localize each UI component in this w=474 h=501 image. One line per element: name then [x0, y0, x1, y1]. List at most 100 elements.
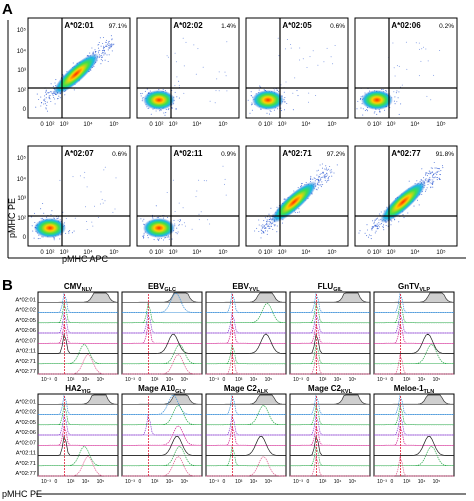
- histogram-curve: [374, 445, 454, 467]
- row-label: A*02:02: [15, 410, 36, 416]
- x-tick-label: 10⁻³: [209, 479, 219, 485]
- row-label: A*02:02: [15, 308, 36, 314]
- histogram-curve: [38, 323, 118, 344]
- plot-title: A*02:07: [64, 149, 94, 158]
- histogram-curve: [206, 333, 286, 354]
- x-tick-label: 10⁻³: [209, 377, 219, 383]
- x-tick-label: 10⁴: [192, 121, 202, 128]
- x-tick-label: 10⁵: [349, 479, 357, 485]
- x-tick-label: 10²: [155, 250, 164, 256]
- histogram-5: GnTVVLP 10⁻³ 0 10³ 10⁴ 10⁵: [373, 282, 455, 383]
- histogram-7: Mage A10GLY 10⁻³ 0 10³ 10⁴ 10⁵: [121, 384, 203, 485]
- histogram-curve: [122, 404, 202, 426]
- histogram-curve: [206, 436, 286, 456]
- histogram-curve: [122, 292, 202, 313]
- x-tick-label: 0: [307, 479, 310, 485]
- histogram-title: GnTVVLP: [398, 282, 430, 293]
- x-tick-label: 10³: [169, 122, 178, 128]
- histogram-curve: [290, 456, 370, 477]
- x-tick-label: 10⁵: [218, 121, 228, 128]
- x-tick-label: 10³: [60, 250, 69, 256]
- histogram-curve: [206, 292, 287, 303]
- x-tick-label: 10⁵: [436, 249, 446, 256]
- x-tick-label: 0: [40, 250, 44, 256]
- histogram-curve: [206, 323, 286, 344]
- x-tick-label: 10²: [373, 122, 382, 128]
- histogram-curve: [374, 394, 454, 415]
- x-tick-label: 10³: [235, 377, 243, 383]
- gate-percent: 91.8%: [436, 151, 455, 158]
- histogram-curve: [290, 445, 370, 467]
- histogram-curve: [374, 302, 454, 324]
- x-tick-label: 10⁵: [433, 377, 441, 383]
- x-tick-label: 10³: [403, 479, 411, 485]
- x-tick-label: 10³: [67, 479, 75, 485]
- x-tick-label: 10⁴: [192, 249, 202, 256]
- x-tick-label: 10⁻³: [41, 479, 51, 485]
- plot-title: A*02:06: [391, 21, 421, 30]
- x-tick-label: 10⁻³: [293, 377, 303, 383]
- histogram-curve: [290, 435, 370, 456]
- x-tick-label: 10⁴: [410, 121, 420, 128]
- x-tick-label: 10⁵: [327, 249, 337, 256]
- histogram-curve: [206, 456, 286, 477]
- row-label: A*02:07: [15, 338, 36, 344]
- histogram-title: Meloe-1TLN: [394, 384, 435, 395]
- x-tick-label: 10⁴: [418, 377, 426, 383]
- x-tick-label: 10⁵: [97, 377, 105, 383]
- histogram-title: EBVGLC: [148, 282, 176, 293]
- y-tick-label: 10⁵: [17, 155, 27, 162]
- x-tick-label: 10³: [319, 377, 327, 383]
- x-tick-label: 10⁵: [327, 121, 337, 128]
- histogram-curve: [122, 313, 202, 334]
- row-label: A*02:71: [15, 461, 36, 467]
- histogram-curve: [374, 313, 454, 334]
- histogram-curve: [374, 456, 454, 477]
- histogram-curve: [206, 394, 286, 415]
- histogram-curve: [38, 445, 118, 467]
- histogram-curve: [374, 343, 454, 365]
- histogram-curve: [374, 354, 454, 375]
- y-tick-label: 0: [23, 107, 27, 113]
- density-core: [143, 218, 175, 238]
- histogram-9: Mage C2KVL 10⁻³ 0 10³ 10⁴ 10⁵: [289, 384, 371, 485]
- y-tick-label: 0: [23, 235, 27, 241]
- x-tick-label: 10³: [387, 122, 396, 128]
- x-tick-label: 10³: [151, 377, 159, 383]
- row-label: A*02:06: [15, 430, 36, 436]
- x-tick-label: 10⁴: [301, 249, 311, 256]
- histogram-curve: [374, 404, 454, 426]
- x-tick-label: 0: [149, 122, 153, 128]
- histogram-curve: [374, 323, 454, 344]
- histogram-curve: [206, 313, 286, 334]
- histogram-curve: [290, 394, 371, 405]
- row-label: A*02:05: [15, 420, 36, 426]
- histogram-curve: [38, 343, 118, 365]
- x-tick-label: 0: [391, 479, 394, 485]
- x-tick-label: 0: [139, 479, 142, 485]
- histogram-3: EBVYVL 10⁻³ 0 10³ 10⁴ 10⁵: [205, 282, 287, 383]
- histogram-curve: [122, 456, 202, 477]
- histogram-curve: [290, 343, 370, 365]
- histogram-curve: [290, 292, 371, 303]
- histogram-curve: [290, 313, 370, 334]
- x-tick-label: 0: [367, 122, 371, 128]
- panel-a-xlabel: pMHC APC: [62, 254, 109, 264]
- histogram-title: FLUGIL: [318, 282, 343, 293]
- histogram-10: Meloe-1TLN 10⁻³ 0 10³ 10⁴ 10⁵: [373, 384, 455, 485]
- histogram-curve: [206, 292, 286, 313]
- x-tick-label: 10⁻³: [377, 377, 387, 383]
- histogram-curve: [206, 394, 287, 405]
- histogram-curve: [122, 292, 203, 303]
- histogram-curve: [122, 343, 202, 365]
- x-tick-label: 10²: [264, 122, 273, 128]
- x-tick-label: 0: [307, 377, 310, 383]
- histogram-title: HA2YIG: [65, 384, 91, 395]
- plot-title: A*02:05: [282, 21, 312, 30]
- gate-percent: 0.6%: [330, 23, 345, 30]
- plot-title: A*02:11: [174, 149, 203, 158]
